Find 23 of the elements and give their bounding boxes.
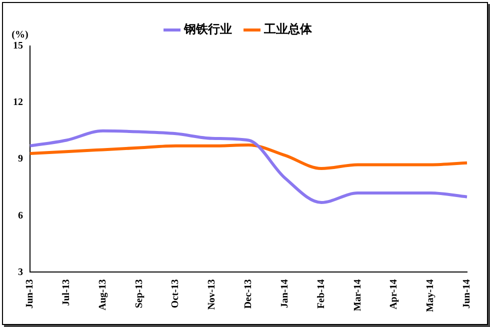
x-tick-label: Aug-13 xyxy=(97,279,108,310)
x-tick-label: Jul-13 xyxy=(60,279,72,306)
x-tick-label: Dec-13 xyxy=(243,279,254,309)
x-tick-label: Oct-13 xyxy=(170,279,182,308)
x-tick-label: Apr-14 xyxy=(388,279,400,310)
y-tick-label: 3 xyxy=(18,266,23,278)
line-series xyxy=(28,143,468,170)
y-axis-title: (%) xyxy=(12,30,28,41)
legend-label: 钢铁行业 xyxy=(183,22,232,36)
x-tick-label: May-14 xyxy=(425,279,436,312)
x-tick-label: Mar-14 xyxy=(352,279,364,312)
x-tick-label: Jun-13 xyxy=(24,279,36,309)
legend-label: 工业总体 xyxy=(263,22,313,36)
x-tick-label: Feb-14 xyxy=(316,279,327,309)
y-tick-label: 6 xyxy=(18,210,23,222)
x-tick-label: Jun-14 xyxy=(462,279,473,309)
line-series xyxy=(28,129,468,204)
y-tick-label: 12 xyxy=(13,97,23,108)
y-tick-label: 15 xyxy=(13,40,23,52)
x-tick-label: Sep-13 xyxy=(134,279,145,308)
x-tick-label: Nov-13 xyxy=(206,279,218,310)
y-tick-label: 9 xyxy=(18,154,23,165)
x-tick-label: Jan-14 xyxy=(279,279,290,308)
